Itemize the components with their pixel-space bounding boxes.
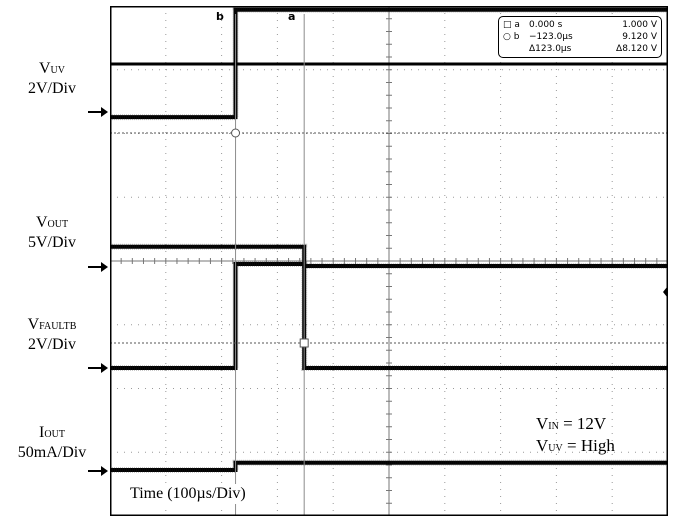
scope-plot <box>109 5 669 517</box>
readout-value: 9.120 V <box>622 32 657 42</box>
vout-scale: 5V/Div <box>28 234 76 251</box>
readout-time: Δ123.0µs <box>529 44 572 54</box>
label-vuv: VUV 2V/Div <box>4 60 100 98</box>
condition-vuv: VUV = High <box>536 436 615 455</box>
vuv-scale: 2V/Div <box>28 80 76 97</box>
condition-vin: VIN = 12V <box>536 414 607 433</box>
iout-scale: 50mA/Div <box>17 444 87 461</box>
readout-time: 0.000 s <box>529 20 563 30</box>
label-vfaultb: VFAULTB 2V/Div <box>4 316 100 354</box>
time-scale-label: Time (100µs/Div) <box>128 484 248 504</box>
readout-row: Δ123.0µs Δ8.120 V <box>503 43 657 55</box>
vfaultb-scale: 2V/Div <box>28 336 76 353</box>
cursor-a-point <box>299 338 309 348</box>
trace-noise-vfaultb <box>110 261 668 371</box>
readout-cursor: □ a <box>503 20 520 30</box>
cursor-readout: □ a 0.000 s 1.000 V ○ b −123.0µs 9.120 V… <box>498 16 662 58</box>
readout-row: □ a 0.000 s 1.000 V <box>503 19 657 31</box>
vuv-ground-arrow <box>88 107 108 117</box>
trace-noise-vuv <box>110 6 668 121</box>
iout-ground-arrow <box>88 466 108 476</box>
vout-ground-arrow <box>88 262 108 272</box>
vuv-name: VUV <box>38 60 65 77</box>
scope-frame <box>110 6 668 516</box>
vout-name: VOUT <box>35 214 69 231</box>
cursor-a-marker: a <box>288 10 296 23</box>
readout-cursor: ○ b <box>503 32 520 42</box>
vfaultb-name: VFAULTB <box>27 316 77 333</box>
trace-noise-iout <box>110 459 668 473</box>
readout-time: −123.0µs <box>529 32 573 42</box>
cursor-b-point <box>231 128 241 138</box>
trigger-marker <box>663 287 667 297</box>
label-iout: IOUT 50mA/Div <box>4 424 100 462</box>
cursor-b-marker: b <box>216 10 224 23</box>
readout-value: Δ8.120 V <box>616 44 657 54</box>
iout-name: IOUT <box>39 424 65 441</box>
readout-value: 1.000 V <box>622 20 657 30</box>
trace-vfaultb <box>110 262 668 370</box>
label-vout: VOUT 5V/Div <box>4 214 100 252</box>
vfaultb-ground-arrow <box>88 363 108 373</box>
readout-row: ○ b −123.0µs 9.120 V <box>503 31 657 43</box>
scope-display: b a □ a 0.000 s 1.000 V ○ b −123.0µs 9.1… <box>109 5 669 517</box>
